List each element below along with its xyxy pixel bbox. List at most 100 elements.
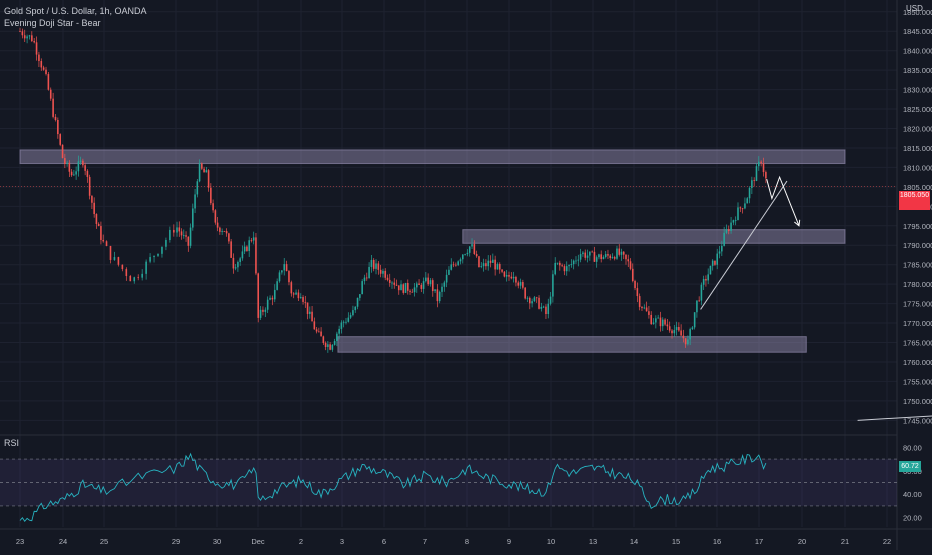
candle-body (386, 277, 389, 280)
candle-body (205, 170, 208, 173)
candle-body (33, 41, 35, 43)
time-tick-label: 8 (465, 537, 469, 546)
time-tick-label: 25 (100, 537, 108, 546)
price-tick-label: 1775.000 (903, 300, 932, 309)
candle-body (668, 326, 671, 331)
candle-body (47, 74, 50, 90)
candle-body (702, 279, 705, 285)
candle-body (230, 241, 232, 258)
candle-body (666, 324, 669, 327)
candle-body (687, 339, 689, 345)
trendline[interactable] (700, 180, 788, 310)
candle-body (109, 245, 112, 260)
candle-body (760, 161, 762, 164)
candle-body (727, 229, 730, 231)
candle-body (434, 289, 436, 292)
candle-body (462, 254, 464, 260)
candle-body (547, 303, 550, 315)
candle-body (751, 180, 753, 188)
price-tick-label: 1845.000 (903, 27, 932, 36)
candle-body (413, 287, 416, 293)
projection-path[interactable] (766, 175, 800, 226)
candle-body (219, 227, 221, 232)
candle-body (75, 171, 77, 175)
candle-body (248, 240, 250, 251)
candle-body (210, 187, 212, 204)
candle-body (425, 277, 427, 282)
candle-body (568, 265, 570, 267)
candle-body (269, 297, 271, 300)
candle-body (31, 35, 33, 42)
zone-box[interactable] (19, 149, 846, 165)
zone-box[interactable] (462, 229, 846, 244)
candle-body (648, 311, 650, 315)
candle-body (572, 260, 575, 265)
currency-label[interactable]: USD (906, 4, 923, 13)
candle-body (498, 264, 501, 270)
candle-body (468, 246, 471, 253)
candle-body (365, 277, 368, 279)
candle-body (641, 306, 643, 309)
candle-body (214, 210, 217, 223)
price-tick-label: 1840.000 (903, 47, 932, 56)
candle-body (359, 294, 361, 298)
candle-body (237, 261, 239, 268)
candle-body (382, 270, 384, 274)
candle-body (86, 170, 89, 177)
candle-body (35, 42, 38, 55)
candle-body (327, 344, 329, 347)
candle-body (765, 172, 767, 179)
candle-body (714, 260, 716, 265)
candle-body (542, 306, 545, 308)
current-price-tag: 1805.050 (899, 191, 930, 210)
candle-body (239, 258, 241, 262)
candle-body (311, 311, 313, 322)
candle-body (26, 36, 28, 39)
candle-body (91, 195, 93, 203)
candle-body (427, 277, 429, 285)
candle-body (602, 257, 605, 260)
candle-body (180, 231, 183, 236)
zone-box[interactable] (337, 336, 807, 353)
candle-body (241, 251, 244, 259)
rsi-line (19, 452, 767, 523)
candle-body (707, 274, 709, 281)
candle-body (28, 35, 31, 37)
candle-body (149, 257, 151, 262)
price-tick-label: 1835.000 (903, 66, 932, 75)
price-tick-label: 1770.000 (903, 319, 932, 328)
candle-body (634, 280, 636, 289)
candle-body (243, 246, 246, 252)
candle-body (336, 333, 338, 341)
candle-body (340, 322, 343, 329)
candle-body (436, 289, 439, 302)
candle-body (61, 144, 64, 159)
candle-body (696, 300, 698, 313)
candle-body (716, 253, 719, 265)
trendline[interactable] (857, 415, 932, 421)
rsi-tick-label: 20.00 (903, 514, 922, 523)
candle-body (223, 231, 226, 232)
candle-body (331, 344, 334, 350)
candle-body (671, 330, 673, 334)
rsi-label: RSI (4, 438, 20, 448)
candle-body (459, 259, 462, 262)
candle-body (194, 194, 196, 209)
candle-body (416, 283, 418, 288)
rsi-value-tag: 60.72 (899, 461, 921, 472)
candle-body (505, 275, 508, 277)
price-tick-label: 1805.000 (903, 183, 932, 192)
candle-body (285, 264, 288, 272)
time-tick-label: 29 (172, 537, 180, 546)
candle-body (189, 227, 192, 246)
candle-body (545, 306, 547, 315)
candle-body (40, 61, 43, 68)
candle-body (264, 309, 267, 312)
candle-body (450, 264, 453, 270)
time-tick-label: 14 (630, 537, 638, 546)
candle-body (361, 281, 363, 295)
candle-body (684, 338, 687, 345)
